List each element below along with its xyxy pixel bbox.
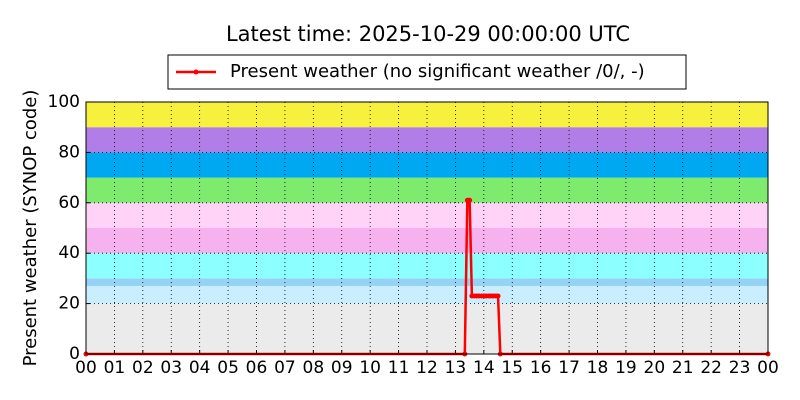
band — [86, 303, 768, 354]
x-tick-label: 08 — [303, 358, 325, 378]
x-tick-label: 13 — [445, 358, 467, 378]
x-tick-label: 02 — [132, 358, 154, 378]
point — [467, 197, 473, 203]
legend-marker — [193, 69, 199, 75]
x-tick-label: 00 — [757, 358, 779, 378]
legend-box — [167, 54, 687, 90]
point — [495, 293, 501, 299]
x-tick-label: 09 — [331, 358, 353, 378]
bands — [86, 102, 768, 354]
x-tick-label: 15 — [501, 358, 523, 378]
band — [86, 228, 768, 254]
legend-label: Present weather (no significant weather … — [230, 61, 645, 82]
x-tick-label: 06 — [246, 358, 268, 378]
x-tick-label: 19 — [615, 358, 637, 378]
legend: Present weather (no significant weather … — [167, 54, 687, 90]
y-tick-label: 0 — [69, 344, 80, 364]
plot-frame — [85, 101, 769, 355]
x-tick-label: 07 — [274, 358, 296, 378]
x-tick-label: 20 — [644, 358, 666, 378]
x-tick-label: 21 — [672, 358, 694, 378]
y-tick-label: 20 — [58, 294, 80, 314]
x-tick-label: 05 — [217, 358, 239, 378]
x-tick-label: 18 — [587, 358, 609, 378]
x-tick-label: 11 — [388, 358, 410, 378]
x-tick-label: 10 — [359, 358, 381, 378]
x-tick-label: 01 — [104, 358, 126, 378]
x-tick-label: 12 — [416, 358, 438, 378]
y-axis-label: Present weather (SYNOP code) — [20, 90, 41, 367]
series — [83, 197, 771, 357]
x-tick-label: 17 — [558, 358, 580, 378]
x-tick-label: 00 — [75, 358, 97, 378]
y-tick-label: 60 — [58, 193, 80, 213]
band — [86, 152, 768, 178]
x-tick-label: 04 — [189, 358, 211, 378]
x-tick-label: 03 — [160, 358, 182, 378]
band — [86, 127, 768, 153]
x-tick-label: 16 — [530, 358, 552, 378]
y-tick-label: 80 — [58, 142, 80, 162]
x-tick-label: 23 — [729, 358, 751, 378]
chart-title: Latest time: 2025-10-29 00:00:00 UTC — [226, 22, 630, 46]
y-tick-label: 100 — [48, 92, 80, 112]
y-tick-label: 40 — [58, 243, 80, 263]
x-tick-label: 14 — [473, 358, 495, 378]
x-tick-label: 22 — [700, 358, 722, 378]
